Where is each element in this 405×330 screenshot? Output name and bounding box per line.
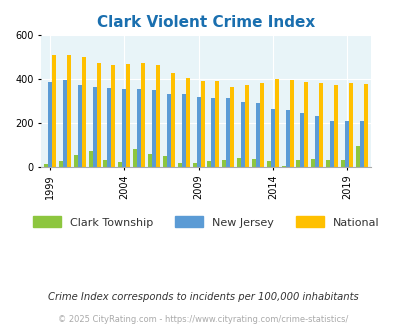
Bar <box>52 55 56 167</box>
Bar <box>222 160 226 167</box>
Bar <box>122 89 126 167</box>
Bar <box>359 121 363 167</box>
Bar <box>63 80 67 167</box>
Bar <box>162 156 166 167</box>
Bar <box>226 98 230 167</box>
Bar <box>156 65 160 167</box>
Bar <box>67 55 71 167</box>
Bar <box>333 84 337 167</box>
Bar <box>207 161 211 167</box>
Bar <box>111 65 115 167</box>
Bar <box>325 160 329 167</box>
Bar <box>348 83 352 167</box>
Bar <box>241 102 245 167</box>
Bar <box>311 159 315 167</box>
Bar <box>289 80 293 167</box>
Bar <box>266 161 270 167</box>
Bar <box>59 161 63 167</box>
Bar <box>96 63 100 167</box>
Bar <box>304 82 308 167</box>
Bar <box>296 160 300 167</box>
Bar <box>185 78 189 167</box>
Bar <box>270 109 274 167</box>
Text: Crime Index corresponds to incidents per 100,000 inhabitants: Crime Index corresponds to incidents per… <box>47 292 358 302</box>
Bar <box>166 94 171 167</box>
Bar <box>344 121 348 167</box>
Bar <box>230 87 234 167</box>
Bar <box>133 149 137 167</box>
Bar <box>259 83 263 167</box>
Bar <box>237 158 241 167</box>
Bar <box>285 111 289 167</box>
Bar <box>88 151 92 167</box>
Text: © 2025 CityRating.com - https://www.cityrating.com/crime-statistics/: © 2025 CityRating.com - https://www.city… <box>58 315 347 324</box>
Bar <box>48 82 52 167</box>
Bar <box>107 88 111 167</box>
Bar <box>92 87 96 167</box>
Bar <box>181 94 185 167</box>
Bar <box>118 162 122 167</box>
Bar <box>329 121 333 167</box>
Bar <box>319 83 322 167</box>
Legend: Clark Township, New Jersey, National: Clark Township, New Jersey, National <box>28 212 383 232</box>
Bar <box>211 98 215 167</box>
Bar <box>192 163 196 167</box>
Bar <box>300 113 304 167</box>
Bar <box>200 81 204 167</box>
Bar <box>251 159 255 167</box>
Bar <box>44 164 48 167</box>
Bar <box>196 97 200 167</box>
Bar <box>274 79 278 167</box>
Bar <box>315 116 319 167</box>
Bar <box>340 160 344 167</box>
Bar <box>177 163 181 167</box>
Bar <box>355 146 359 167</box>
Bar <box>81 57 85 167</box>
Bar <box>151 90 156 167</box>
Bar <box>126 64 130 167</box>
Bar <box>255 103 259 167</box>
Bar <box>103 160 107 167</box>
Bar <box>147 153 151 167</box>
Bar <box>74 155 77 167</box>
Bar <box>281 166 285 167</box>
Bar <box>215 81 219 167</box>
Bar <box>137 89 141 167</box>
Title: Clark Violent Crime Index: Clark Violent Crime Index <box>97 15 314 30</box>
Bar <box>171 73 175 167</box>
Bar <box>141 63 145 167</box>
Bar <box>363 84 367 167</box>
Bar <box>77 84 81 167</box>
Bar <box>245 84 249 167</box>
